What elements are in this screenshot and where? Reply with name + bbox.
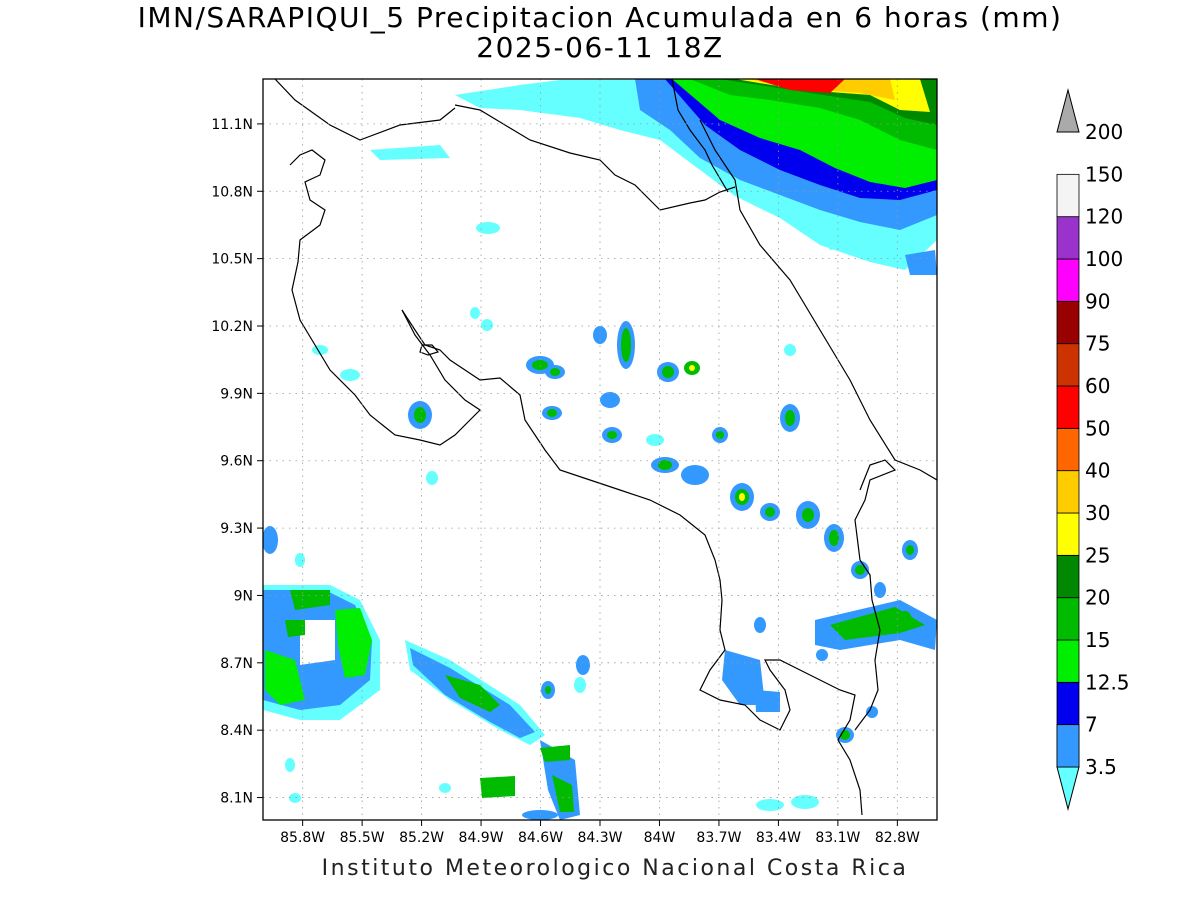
colorbar-swatch	[1056, 512, 1080, 556]
precipitation-field	[263, 79, 937, 820]
lat-tick-label: 10.2N	[211, 319, 253, 335]
panama-border	[854, 459, 897, 731]
lon-tick-label: 83.7W	[696, 830, 741, 846]
colorbar-label: 100	[1085, 247, 1123, 271]
latitude-axis: 8.1N 8.4N 8.7N 9N 9.3N 9.6N 9.9N 10.2N 10.5N 10.8…	[211, 117, 263, 807]
lat-tick-label: 9.3N	[220, 521, 253, 537]
colorbar-label: 200	[1085, 120, 1123, 144]
map-title: IMN/SARAPIQUI_5 Precipitacion Acumulada …	[137, 1, 1063, 34]
scattered-cells	[263, 222, 918, 820]
lon-tick-label: 85.8W	[280, 830, 325, 846]
lon-tick-label: 84.6W	[518, 830, 563, 846]
lon-tick-label: 84.9W	[459, 830, 504, 846]
nicaragua-border	[454, 104, 736, 211]
colorbar-label: 15	[1085, 628, 1110, 652]
precip-area-green-sw3	[290, 590, 330, 610]
colorbar-swatch	[1056, 597, 1080, 641]
lat-tick-label: 10.8N	[211, 184, 253, 200]
footer-credit: Instituto Meteorologico Nacional Costa R…	[321, 856, 909, 881]
colorbar-label: 120	[1085, 205, 1123, 229]
precip-area-streak4	[540, 745, 570, 762]
precip-area-streak1-green	[445, 675, 500, 712]
lon-tick-label: 85.2W	[399, 830, 444, 846]
colorbar-label: 150	[1085, 162, 1123, 186]
colorbar-label: 60	[1085, 374, 1110, 398]
precip-area-streak3	[480, 776, 515, 798]
map-gridlines	[263, 79, 937, 820]
pacific-coast-guanacaste	[289, 149, 481, 446]
colorbar-label: 20	[1085, 586, 1110, 610]
colorbar-swatch	[1056, 343, 1080, 387]
lake-islet	[419, 344, 440, 356]
precip-area-cyan-ne3	[820, 225, 870, 250]
colorbar-label: 75	[1085, 332, 1110, 356]
colorbar-swatch	[1056, 173, 1080, 218]
colorbar-label: 90	[1085, 289, 1110, 313]
colorbar-swatch	[1056, 470, 1080, 514]
colorbar-swatch	[1056, 300, 1080, 345]
colorbar-swatch	[1056, 681, 1080, 726]
nicaragua-pacific-coast	[274, 79, 456, 141]
coastlines	[274, 79, 937, 816]
precip-area-osa	[722, 650, 765, 705]
precip-area-cyan-sw-hole	[300, 620, 335, 665]
lat-tick-label: 8.7N	[220, 656, 253, 672]
precip-area-cyan-ne4	[905, 250, 937, 275]
precip-area-cyan-ne2	[370, 145, 450, 160]
colorbar-swatch	[1056, 724, 1080, 768]
colorbar-bottom-arrow	[1056, 766, 1080, 811]
colorbar-label: 12.5	[1085, 670, 1130, 694]
lat-tick-label: 10.5N	[211, 252, 253, 268]
lon-tick-label: 83.4W	[756, 830, 801, 846]
lat-tick-label: 9.6N	[220, 454, 253, 470]
colorbar-swatch	[1056, 385, 1080, 429]
colorbar-label: 40	[1085, 459, 1110, 483]
colorbar-swatch	[1056, 216, 1080, 260]
colorbar-label: 7	[1085, 713, 1098, 737]
map-valid-time: 2025-06-11 18Z	[476, 31, 724, 64]
colorbar-label: 50	[1085, 416, 1110, 440]
lat-tick-label: 8.1N	[220, 791, 253, 807]
color-legend: 3.5 7 12.5 15 20 25 30 40 50 60 75 90 100 120 150 200	[1056, 88, 1130, 811]
nicaragua-border-east	[671, 79, 729, 193]
lat-tick-label: 9.9N	[220, 386, 253, 402]
colorbar-swatch	[1056, 427, 1080, 472]
precip-area-osa2	[755, 690, 780, 712]
nicoya-gulf-coast	[401, 309, 863, 816]
colorbar-label: 25	[1085, 543, 1110, 567]
lon-tick-label: 83.1W	[815, 830, 860, 846]
precip-area-streak2-green	[552, 775, 574, 812]
lon-tick-label: 82.8W	[875, 830, 920, 846]
lat-tick-label: 11.1N	[211, 117, 253, 133]
lat-tick-label: 8.4N	[220, 723, 253, 739]
caribbean-coast	[699, 119, 937, 481]
longitude-axis: 85.8W 85.5W 85.2W 84.9W 84.6W 84.3W 84W 83.7W 83…	[280, 820, 920, 846]
lon-tick-label: 85.5W	[340, 830, 385, 846]
lon-tick-label: 84W	[644, 830, 676, 846]
colorbar-swatch	[1056, 639, 1080, 683]
colorbar-swatch	[1056, 258, 1080, 302]
colorbar-label: 30	[1085, 501, 1110, 525]
precip-area-green-sw1	[265, 650, 305, 705]
lon-tick-label: 84.3W	[577, 830, 622, 846]
colorbar-swatch	[1056, 554, 1080, 599]
colorbar-label: 3.5	[1085, 755, 1117, 779]
lat-tick-label: 9N	[234, 588, 253, 604]
colorbar-top-arrow	[1056, 88, 1080, 133]
precip-area-green-sw4	[285, 620, 305, 637]
precip-area-red-ne	[755, 79, 845, 93]
precip-area-green-sw2	[335, 608, 372, 678]
